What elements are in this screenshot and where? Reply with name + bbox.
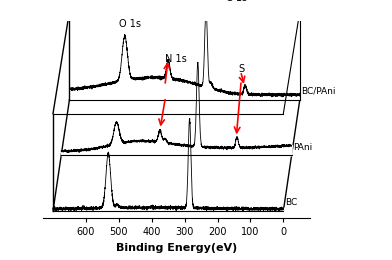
Text: O 1s: O 1s: [119, 19, 141, 29]
Text: S: S: [238, 64, 244, 74]
X-axis label: Binding Energy(eV): Binding Energy(eV): [116, 243, 237, 253]
Text: BC/PAni: BC/PAni: [301, 87, 336, 96]
Text: PAni: PAni: [293, 142, 312, 152]
Text: BC: BC: [285, 198, 297, 207]
Text: C 1s: C 1s: [226, 0, 247, 3]
Text: N 1s: N 1s: [165, 54, 187, 64]
